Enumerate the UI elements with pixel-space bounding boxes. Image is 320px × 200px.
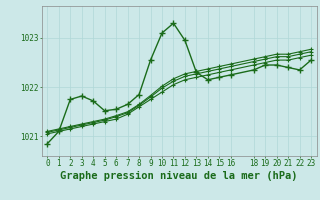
X-axis label: Graphe pression niveau de la mer (hPa): Graphe pression niveau de la mer (hPa) — [60, 171, 298, 181]
